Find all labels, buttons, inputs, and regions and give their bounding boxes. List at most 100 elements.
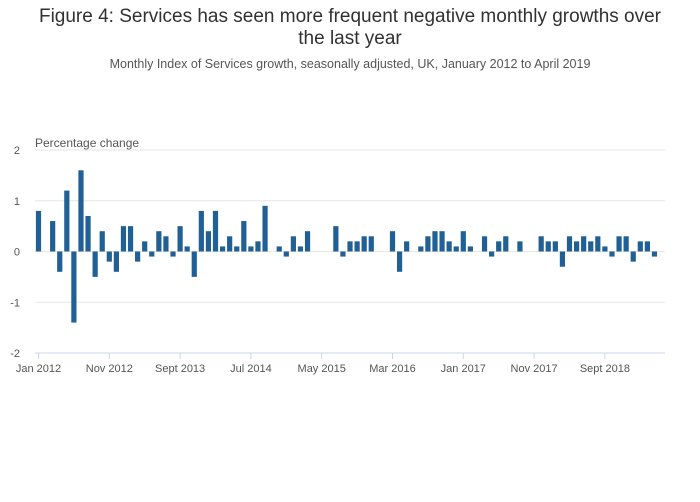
bar[interactable] (418, 246, 424, 252)
chart-subtitle: Monthly Index of Services growth, season… (109, 57, 591, 71)
bar[interactable] (630, 251, 636, 262)
bar[interactable] (57, 251, 63, 272)
bar[interactable] (177, 226, 183, 252)
bar[interactable] (623, 236, 629, 252)
bar[interactable] (333, 226, 339, 252)
chart-title: Figure 4: Services has seen more frequen… (0, 6, 700, 50)
bar[interactable] (198, 210, 204, 252)
bar[interactable] (99, 231, 105, 252)
bar[interactable] (616, 236, 622, 252)
bar[interactable] (142, 241, 148, 252)
x-tick-label: Nov 2012 (86, 363, 133, 375)
bar[interactable] (595, 236, 601, 252)
x-tick-label: Sept 2013 (155, 363, 205, 375)
bar[interactable] (439, 231, 445, 252)
bar[interactable] (170, 251, 176, 257)
bar[interactable] (340, 251, 346, 257)
bar[interactable] (156, 231, 162, 252)
bar[interactable] (113, 251, 119, 272)
bar[interactable] (588, 241, 594, 252)
bar[interactable] (559, 251, 566, 267)
bar[interactable] (92, 251, 98, 277)
bar[interactable] (425, 236, 431, 252)
bar[interactable] (396, 251, 403, 272)
bar[interactable] (184, 246, 190, 252)
bar[interactable] (347, 241, 353, 252)
x-tick-label: Jan 2012 (16, 363, 61, 375)
bar[interactable] (262, 205, 268, 252)
bar[interactable] (255, 241, 261, 252)
bar[interactable] (241, 221, 247, 252)
bar[interactable] (283, 251, 289, 257)
bar[interactable] (191, 251, 197, 277)
y-tick-label: -2 (10, 348, 20, 360)
bar[interactable] (368, 236, 374, 252)
bar[interactable] (637, 241, 643, 252)
bar[interactable] (573, 241, 580, 252)
bar[interactable] (545, 241, 551, 252)
bar[interactable] (163, 236, 169, 252)
chart-title-line-1: Figure 4: Services has seen more frequen… (38, 6, 662, 27)
bar[interactable] (106, 251, 112, 262)
x-tick-label: May 2015 (298, 363, 346, 375)
bar[interactable] (297, 246, 304, 252)
chart-title-line-2: the last year (298, 28, 402, 49)
y-tick-label: 1 (14, 196, 20, 208)
bar[interactable] (538, 236, 544, 252)
bar[interactable] (248, 246, 254, 252)
bar[interactable] (219, 246, 226, 252)
bar[interactable] (602, 246, 608, 252)
x-tick-label: Mar 2016 (369, 363, 415, 375)
bar[interactable] (389, 231, 396, 252)
bar[interactable] (276, 246, 282, 252)
bar[interactable] (212, 210, 219, 252)
bar[interactable] (460, 231, 466, 252)
bar[interactable] (361, 236, 367, 252)
bar[interactable] (581, 236, 587, 252)
bar[interactable] (467, 246, 473, 252)
bar[interactable] (609, 251, 615, 257)
bar[interactable] (234, 246, 240, 252)
bar[interactable] (64, 190, 70, 252)
bar[interactable] (50, 221, 56, 252)
bar[interactable] (651, 251, 658, 257)
x-tick-label: Nov 2017 (511, 363, 558, 375)
bar[interactable] (644, 241, 650, 252)
x-axis: Jan 2012 Nov 2012 Sept 2013 Jul 2014 May 201… (16, 352, 665, 375)
bar[interactable] (354, 241, 360, 252)
bar[interactable] (453, 246, 459, 252)
bar[interactable] (85, 215, 91, 252)
bar[interactable] (432, 231, 438, 252)
bar[interactable] (552, 241, 558, 252)
bar[interactable] (481, 236, 488, 252)
y-tick-label: 0 (14, 247, 20, 259)
bar[interactable] (496, 241, 502, 252)
bar[interactable] (489, 251, 495, 257)
bar[interactable] (503, 236, 509, 252)
bar[interactable] (566, 236, 573, 252)
grid-lines (35, 149, 665, 303)
bar[interactable] (78, 170, 84, 252)
x-tick-label: Sept 2018 (580, 363, 630, 375)
bar[interactable] (227, 236, 233, 252)
bar[interactable] (71, 251, 77, 323)
y-axis: 2 1 0 -1 -2 (10, 145, 20, 360)
bar[interactable] (120, 226, 127, 252)
bar[interactable] (446, 241, 452, 252)
bar[interactable] (35, 210, 42, 252)
bar[interactable] (205, 231, 212, 252)
y-axis-title: Percentage change (35, 136, 139, 150)
bar[interactable] (290, 236, 296, 252)
bar[interactable] (149, 251, 155, 257)
x-tick-label: Jan 2017 (441, 363, 486, 375)
bar-series (35, 170, 658, 323)
y-tick-label: 2 (14, 145, 20, 157)
bar[interactable] (135, 251, 141, 262)
bar[interactable] (304, 231, 311, 252)
bar[interactable] (404, 241, 410, 252)
x-tick-label: Jul 2014 (230, 363, 272, 375)
bar[interactable] (127, 226, 134, 252)
bar[interactable] (517, 241, 523, 252)
y-tick-label: -1 (10, 297, 20, 309)
